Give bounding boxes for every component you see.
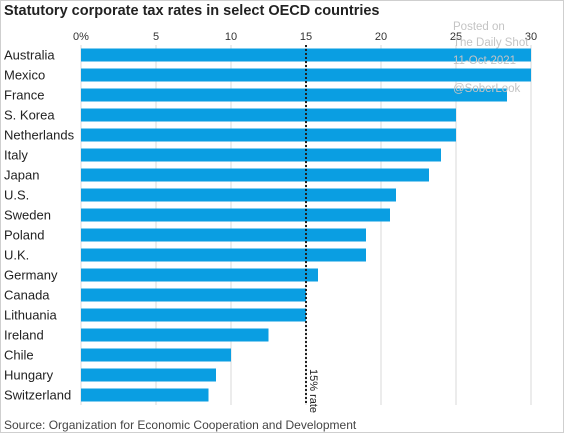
x-tick-label: 25	[450, 31, 462, 43]
category-label: Hungary	[4, 368, 54, 383]
chart-source: Source: Organization for Economic Cooper…	[4, 418, 357, 432]
x-tick-label: 5	[153, 31, 159, 43]
category-label: U.S.	[4, 188, 29, 203]
bar	[81, 328, 269, 342]
chart-title: Statutory corporate tax rates in select …	[4, 3, 380, 19]
bar	[81, 168, 429, 182]
bar	[81, 268, 318, 282]
category-label: Netherlands	[4, 128, 75, 143]
category-label: Canada	[4, 288, 50, 303]
category-label: Ireland	[4, 328, 44, 343]
category-label: France	[4, 88, 44, 103]
bar	[81, 288, 306, 302]
bar	[81, 248, 366, 262]
bar	[81, 108, 456, 122]
category-label: Mexico	[4, 68, 45, 83]
category-label: Lithuania	[4, 308, 58, 323]
bar	[81, 308, 306, 322]
category-label: Italy	[4, 148, 28, 163]
category-label: Poland	[4, 228, 44, 243]
bar	[81, 148, 441, 162]
x-tick-label: 15	[300, 31, 312, 43]
bar	[81, 388, 209, 402]
x-tick-label: 30	[525, 31, 537, 43]
category-label: Sweden	[4, 208, 51, 223]
x-tick-label: 0%	[73, 31, 89, 43]
category-label: S. Korea	[4, 108, 55, 123]
bar	[81, 88, 507, 102]
category-label: Japan	[4, 168, 39, 183]
category-label: Chile	[4, 348, 34, 363]
bar	[81, 208, 390, 222]
bar	[81, 128, 456, 142]
category-label: Switzerland	[4, 388, 71, 403]
category-label: Germany	[4, 268, 58, 283]
category-label: U.K.	[4, 248, 29, 263]
category-label: Australia	[4, 48, 55, 63]
bar	[81, 368, 216, 382]
bar	[81, 348, 231, 362]
bar	[81, 228, 366, 242]
x-tick-label: 10	[225, 31, 237, 43]
reference-line-label: 15% rate	[307, 369, 319, 413]
bar	[81, 188, 396, 202]
x-tick-label: 20	[375, 31, 387, 43]
